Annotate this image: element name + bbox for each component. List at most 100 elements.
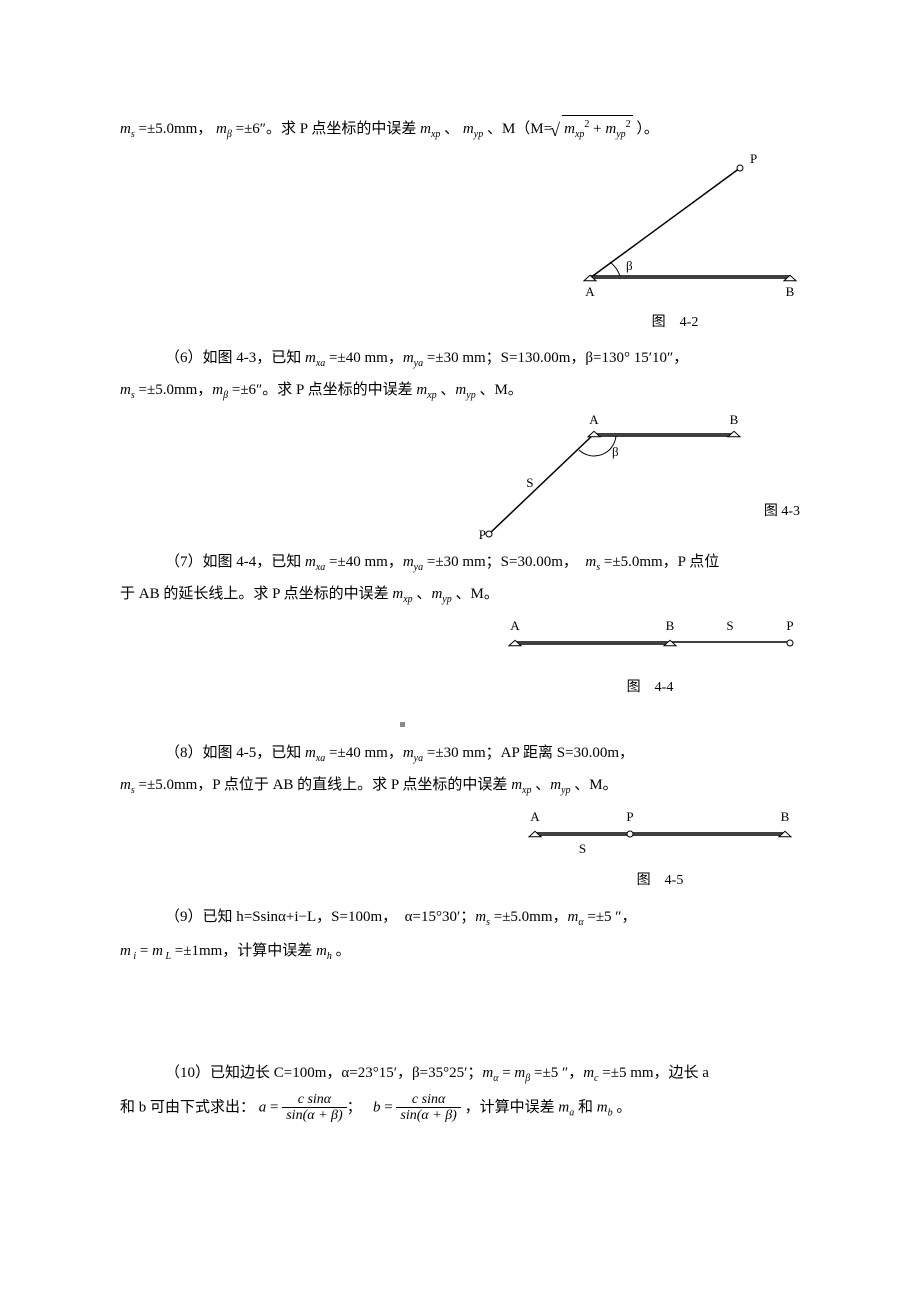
p10-ma: m <box>482 1065 493 1081</box>
decorative-square-icon <box>400 722 405 727</box>
p6-mya-v: =±30 mm；S=130.00m，β=130° 15′10″， <box>423 350 688 366</box>
p10-denb: sin(α + β) <box>396 1108 460 1123</box>
p8-mxa-s: xa <box>316 753 325 764</box>
p6-s2: 、M。 <box>476 382 523 398</box>
figure-4-5: A B P S <box>520 804 800 856</box>
p10-eq1: = <box>498 1065 514 1081</box>
txt4: 、M（M= <box>483 121 552 137</box>
p10-eqs2: = <box>380 1099 396 1115</box>
svg-text:A: A <box>589 412 599 427</box>
rm2s: yp <box>616 129 625 140</box>
figure-4-3: ABPSβ <box>464 409 744 539</box>
p7-ms-v: =±5.0mm，P 点位 <box>600 554 719 570</box>
p8-lead: （8）如图 4-5，已知 <box>165 745 305 761</box>
p7-s2: 、M。 <box>452 586 499 602</box>
p10-ma2: m <box>558 1099 569 1115</box>
p7-mxp: m <box>392 586 403 602</box>
p6-mb: m <box>212 382 223 398</box>
p10-period: 。 <box>613 1099 632 1115</box>
para-7-line2: 于 AB 的延长线上。求 P 点坐标的中误差 mxp 、myp 、M。 <box>120 581 800 609</box>
svg-text:P: P <box>750 151 757 166</box>
svg-text:A: A <box>530 809 540 824</box>
rmp: + <box>589 121 605 137</box>
para-10-line1: （10）已知边长 C=100m，α=23°15′，β=35°25′；mα = m… <box>120 1060 800 1088</box>
p7-mxa-v: =±40 mm， <box>325 554 403 570</box>
figure-4-4: ABSP <box>500 613 800 663</box>
rm2: m <box>605 121 616 137</box>
p10-tail: ，计算中误差 <box>461 1099 559 1115</box>
svg-text:S: S <box>726 618 733 633</box>
para-9-line2: m i = m L =±1mm，计算中误差 mh 。 <box>120 938 800 966</box>
figure-4-3-wrap: ABPSβ 图 4-3 <box>120 409 800 539</box>
svg-text:P: P <box>626 809 633 824</box>
p10-mc-v: =±5 mm，边长 a <box>599 1065 709 1081</box>
p6-myp: m <box>455 382 466 398</box>
p8-mxa: m <box>305 745 316 761</box>
p9-eq: = <box>136 943 152 959</box>
p9-ml-v: =±1mm，计算中误差 <box>171 943 316 959</box>
p8-myp-s: yp <box>561 785 570 796</box>
svg-text:B: B <box>729 412 738 427</box>
para-7-line1: （7）如图 4-4，已知 mxa =±40 mm，mya =±30 mm；S=3… <box>120 549 800 577</box>
p7-lead: （7）如图 4-4，已知 <box>165 554 305 570</box>
p10-numa: c sinα <box>282 1092 346 1108</box>
svg-text:B: B <box>781 809 790 824</box>
p8-ms: m <box>120 777 131 793</box>
p10-semi: ； <box>347 1099 370 1115</box>
svg-text:B: B <box>666 618 675 633</box>
svg-text:S: S <box>526 475 533 490</box>
p8-mxp: m <box>511 777 522 793</box>
para-8-line1: （8）如图 4-5，已知 mxa =±40 mm，mya =±30 mm；AP … <box>120 740 800 768</box>
p6-mxa-v: =±40 mm， <box>325 350 403 366</box>
svg-text:S: S <box>579 841 586 856</box>
p9-ms: m <box>475 909 486 925</box>
p7-l2: 于 AB 的延长线上。求 P 点坐标的中误差 <box>120 586 392 602</box>
svg-text:β: β <box>626 258 633 273</box>
p10-eqs1: = <box>266 1099 282 1115</box>
para-9-line1: （9）已知 h=Ssinα+i−L，S=100m， α=15°30′；ms =±… <box>120 904 800 932</box>
figure-4-4-caption: 图 4-4 <box>500 675 800 700</box>
figure-4-2-caption: 图 4-2 <box>550 310 800 335</box>
para-top: ms =±5.0mm， mβ =±6″。求 P 点坐标的中误差 mxp 、 my… <box>120 115 800 144</box>
rm1s: xp <box>575 129 584 140</box>
p9-ma-v: =±5 ″， <box>584 909 637 925</box>
var-mxp: m <box>420 121 431 137</box>
p6-mxa-s: xa <box>316 358 325 369</box>
rm2e: 2 <box>626 119 631 130</box>
p6-lead: （6）如图 4-3，已知 <box>165 350 305 366</box>
p10-l2: 和 b 可由下式求出： <box>120 1099 255 1115</box>
p10-numb: c sinα <box>396 1092 460 1108</box>
sqrt-icon: mxp2 + myp2 <box>552 115 633 144</box>
p6-s1: 、 <box>437 382 456 398</box>
p9-ml-s: L <box>163 951 171 962</box>
figure-4-5-caption: 图 4-5 <box>520 868 800 893</box>
p9-tail: 。 <box>332 943 351 959</box>
p6-ms: m <box>120 382 131 398</box>
p9-ma: m <box>568 909 579 925</box>
p8-s1: 、 <box>531 777 550 793</box>
svg-text:A: A <box>585 284 595 298</box>
p10-mb2: m <box>597 1099 608 1115</box>
figure-4-5-wrap: A B P S 图 4-5 <box>120 804 800 893</box>
figure-4-4-wrap: ABSP 图 4-4 <box>120 613 800 700</box>
p6-mxp: m <box>416 382 427 398</box>
para-6-line1: （6）如图 4-3，已知 mxa =±40 mm，mya =±30 mm；S=1… <box>120 345 800 373</box>
p7-ms: m <box>585 554 596 570</box>
p10-mc: m <box>583 1065 594 1081</box>
p7-s1: 、 <box>413 586 432 602</box>
svg-text:β: β <box>612 444 619 459</box>
p9-mi: m <box>120 943 131 959</box>
p8-ms-v: =±5.0mm，P 点位于 AB 的直线上。求 P 点坐标的中误差 <box>135 777 511 793</box>
svg-text:P: P <box>786 618 793 633</box>
txt2: =±6″。求 P 点坐标的中误差 <box>232 121 420 137</box>
p7-mya-s: ya <box>414 562 423 573</box>
p9-ms-v: =±5.0mm， <box>490 909 568 925</box>
p6-mxa: m <box>305 350 316 366</box>
p7-mya-v: =±30 mm；S=30.00m， <box>423 554 585 570</box>
figure-4-3-caption: 图 4-3 <box>764 499 800 524</box>
p7-mxa-s: xa <box>316 562 325 573</box>
figure-4-2-wrap: ABPβ 图 4-2 <box>120 148 800 335</box>
p10-lead: （10）已知边长 C=100m，α=23°15′，β=35°25′； <box>165 1065 482 1081</box>
p7-myp-s: yp <box>442 594 451 605</box>
p10-dena: sin(α + β) <box>282 1108 346 1123</box>
